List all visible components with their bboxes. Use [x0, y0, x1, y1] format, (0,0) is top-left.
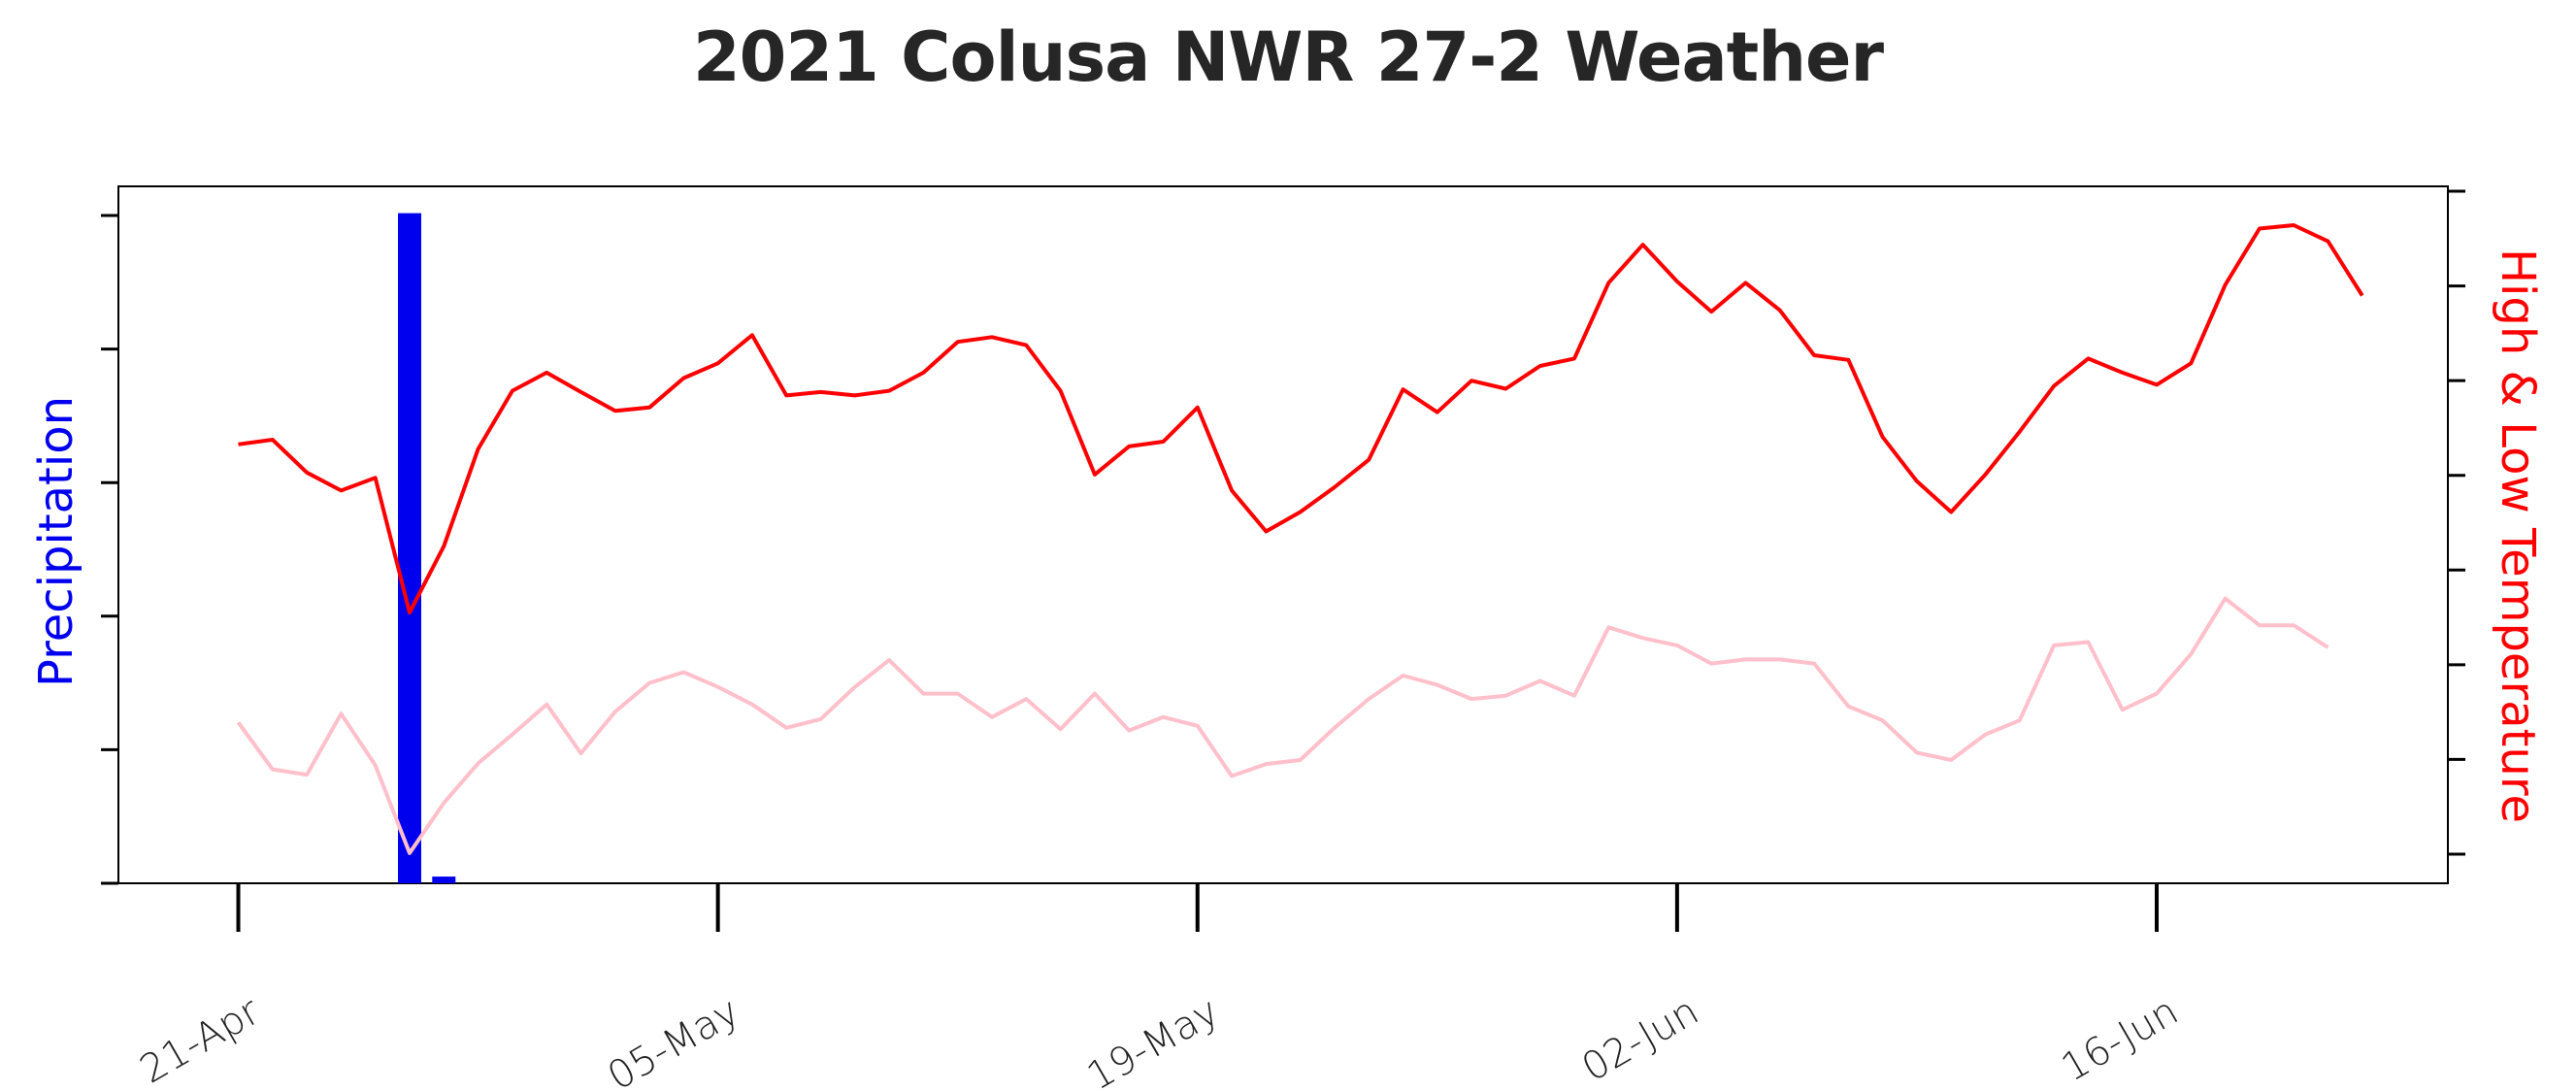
plot-frame — [117, 185, 2449, 884]
low-temperature-line — [236, 596, 2329, 855]
left-axis-title: Precipitation — [29, 396, 83, 687]
x-tick-label: 19-May — [1080, 989, 1227, 1091]
bottom-axis-ticks — [236, 883, 2159, 932]
chart-title: 2021 Colusa NWR 27-2 Weather — [692, 17, 1884, 97]
precipitation-bar — [432, 876, 456, 883]
high-temperature-line — [238, 223, 2364, 615]
x-tick-labels: 21-Apr 05-May 19-May 02-Jun 16-Jun — [133, 989, 2186, 1091]
x-tick-label: 02-Jun — [1574, 989, 1706, 1091]
precipitation-bars — [398, 213, 456, 884]
right-axis-ticks — [2448, 189, 2465, 856]
x-tick-label: 21-Apr — [133, 989, 268, 1091]
x-tick-label: 05-May — [600, 989, 746, 1091]
x-tick-label: 16-Jun — [2054, 989, 2186, 1091]
right-axis-title: High & Low Temperature — [2491, 248, 2545, 823]
left-axis-ticks — [101, 214, 118, 885]
precipitation-bar — [398, 213, 421, 884]
